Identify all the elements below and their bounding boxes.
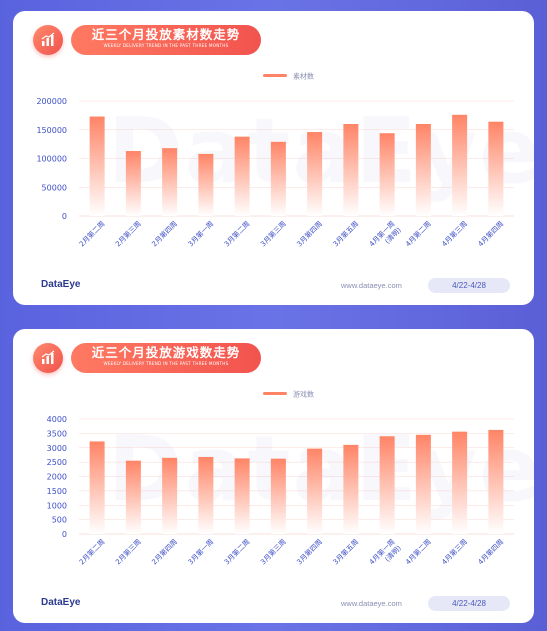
x-tick-label: 2月第二周	[77, 537, 106, 566]
y-tick-label: 3000	[47, 444, 67, 453]
bar	[452, 114, 468, 216]
bar	[307, 448, 323, 534]
y-tick-label: 200000	[36, 97, 67, 106]
bar	[162, 148, 178, 216]
bar	[415, 124, 431, 216]
y-tick-label: 150000	[36, 126, 67, 135]
bar	[343, 444, 359, 534]
y-tick-label: 100000	[36, 155, 67, 164]
date-range-badge: 4/22-4/28	[428, 278, 510, 293]
y-tick-label: 3500	[47, 429, 67, 438]
bar	[234, 136, 250, 216]
chart-title-pill: 近三个月投放游戏数走势 WEEKLY DELIVERY TREND IN THE…	[71, 343, 261, 373]
bar	[198, 153, 214, 216]
bar	[89, 441, 105, 534]
legend: 游戏数	[263, 390, 314, 399]
bar	[452, 431, 468, 534]
y-tick-label: 50000	[42, 183, 67, 192]
bar-chart-trend-icon	[33, 25, 63, 55]
dataeye-logo: DataEye	[41, 279, 81, 290]
legend-swatch	[263, 392, 287, 395]
x-tick-label: 4月第四周	[476, 219, 505, 248]
bar	[89, 116, 105, 216]
x-tick-label: 4月第三周	[440, 537, 469, 566]
x-tick-label: 2月第三周	[113, 537, 142, 566]
bar	[343, 124, 359, 216]
y-tick-label: 4000	[47, 415, 67, 424]
bar	[198, 456, 214, 534]
chart-card-games: 近三个月投放游戏数走势 WEEKLY DELIVERY TREND IN THE…	[13, 329, 534, 623]
x-tick-label: 3月第三周	[258, 219, 287, 248]
bar	[125, 460, 141, 534]
legend-label: 游戏数	[293, 390, 314, 399]
bar	[234, 458, 250, 534]
x-tick-label: 3月第三周	[258, 537, 287, 566]
legend: 素材数	[263, 72, 314, 81]
bar	[162, 457, 178, 534]
legend-label: 素材数	[293, 72, 314, 81]
footer-url: www.dataeye.com	[341, 281, 402, 290]
x-tick-label: 3月第二周	[222, 537, 251, 566]
x-tick-label: 2月第四周	[150, 537, 179, 566]
chart-title: 近三个月投放素材数走势	[91, 27, 241, 42]
y-tick-label: 2500	[47, 458, 67, 467]
x-tick-label: 3月第一周	[186, 219, 215, 248]
chart-title-pill: 近三个月投放素材数走势 WEEKLY DELIVERY TREND IN THE…	[71, 25, 261, 55]
legend-swatch	[263, 74, 287, 77]
y-tick-label: 500	[52, 516, 67, 525]
x-tick-label: 3月第二周	[222, 219, 251, 248]
bar-chart-materials: 素材数 0 50000 100000 150000 200000 2月第二周 2月第三周 2月第…	[36, 72, 514, 255]
x-tick-label: 2月第三周	[113, 219, 142, 248]
bar-chart-trend-icon	[33, 343, 63, 373]
x-tick-label: 3月第四周	[295, 219, 324, 248]
x-tick-label: 3月第五周	[331, 219, 360, 248]
y-tick-label: 2000	[47, 473, 67, 482]
bar	[379, 436, 395, 534]
chart-subtitle: WEEKLY DELIVERY TREND IN THE PAST THREE …	[103, 361, 229, 366]
x-tick-label: 4月第二周	[403, 219, 432, 248]
bar	[307, 132, 323, 216]
bar	[488, 429, 504, 534]
bar	[125, 151, 141, 216]
y-tick-label: 1500	[47, 487, 67, 496]
bar	[270, 141, 286, 216]
footer-url: www.dataeye.com	[341, 599, 402, 608]
x-tick-label: 4月第一周(清明)	[367, 219, 403, 255]
date-range-badge: 4/22-4/28	[428, 596, 510, 611]
bar	[270, 458, 286, 534]
x-tick-label: 4月第四周	[476, 537, 505, 566]
chart-title: 近三个月投放游戏数走势	[91, 345, 241, 360]
y-tick-label: 1000	[47, 501, 67, 510]
y-tick-label: 0	[62, 530, 67, 539]
chart-card-materials: 近三个月投放素材数走势 WEEKLY DELIVERY TREND IN THE…	[13, 11, 534, 305]
x-tick-label: 4月第二周	[403, 537, 432, 566]
x-tick-label: 4月第三周	[440, 219, 469, 248]
chart-subtitle: WEEKLY DELIVERY TREND IN THE PAST THREE …	[103, 43, 229, 48]
bar-chart-games: 游戏数 0 500 1000 1500 2000 2500 3000 3500 4000 2月第二周…	[47, 390, 514, 573]
x-tick-label: 4月第一周(清明)	[367, 537, 403, 573]
bar	[415, 434, 431, 534]
x-tick-label: 2月第二周	[77, 219, 106, 248]
x-tick-label: 3月第五周	[331, 537, 360, 566]
bar	[379, 133, 395, 216]
dataeye-logo: DataEye	[41, 597, 81, 608]
x-tick-label: 3月第四周	[295, 537, 324, 566]
y-tick-label: 0	[62, 212, 67, 221]
bar	[488, 121, 504, 216]
x-tick-label: 3月第一周	[186, 537, 215, 566]
x-tick-label: 2月第四周	[150, 219, 179, 248]
